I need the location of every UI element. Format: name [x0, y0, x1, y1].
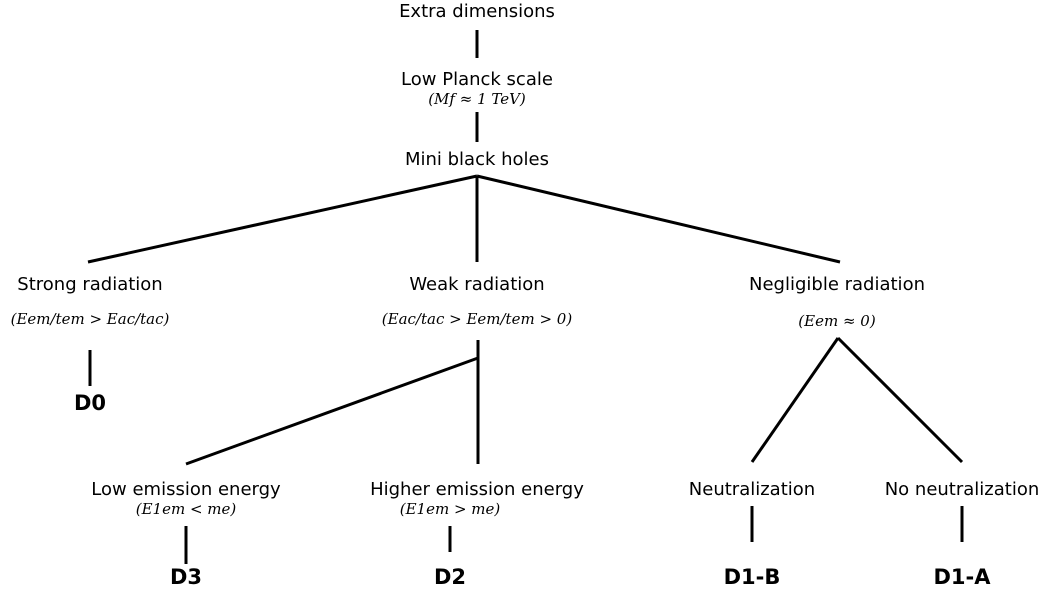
- node-label: D1-B: [724, 565, 781, 589]
- edge: [836, 336, 964, 464]
- node-formula: (Eac/tac > Eem/tem > 0): [382, 310, 573, 328]
- node-formula: (Eem/tem > Eac/tac): [11, 310, 170, 328]
- edges: [87, 30, 964, 564]
- node-label: Neutralization: [689, 479, 815, 500]
- edge: [185, 356, 479, 466]
- node-label: Low Planck scale: [401, 69, 553, 90]
- node-label: Weak radiation: [409, 274, 544, 295]
- node-label: D1-A: [933, 565, 991, 589]
- node-label: D2: [434, 565, 466, 589]
- edge: [87, 174, 478, 264]
- node-formula: (E1em < me): [136, 500, 237, 518]
- node-label: Negligible radiation: [749, 274, 925, 295]
- node-label: Mini black holes: [405, 149, 549, 170]
- node-label: Extra dimensions: [399, 1, 555, 22]
- node-formula: (Eem ≈ 0): [798, 312, 876, 330]
- edge: [476, 174, 841, 264]
- edge: [750, 337, 840, 463]
- node-label: No neutralization: [885, 479, 1040, 500]
- node-label: Low emission energy: [91, 479, 281, 500]
- node-label: Strong radiation: [17, 274, 162, 295]
- node-formula: (Mf ≈ 1 TeV): [428, 90, 526, 108]
- node-label: D0: [74, 391, 106, 415]
- node-formula: (E1em > me): [400, 500, 501, 518]
- node-label: Higher emission energy: [370, 479, 584, 500]
- node-label: D3: [170, 565, 202, 589]
